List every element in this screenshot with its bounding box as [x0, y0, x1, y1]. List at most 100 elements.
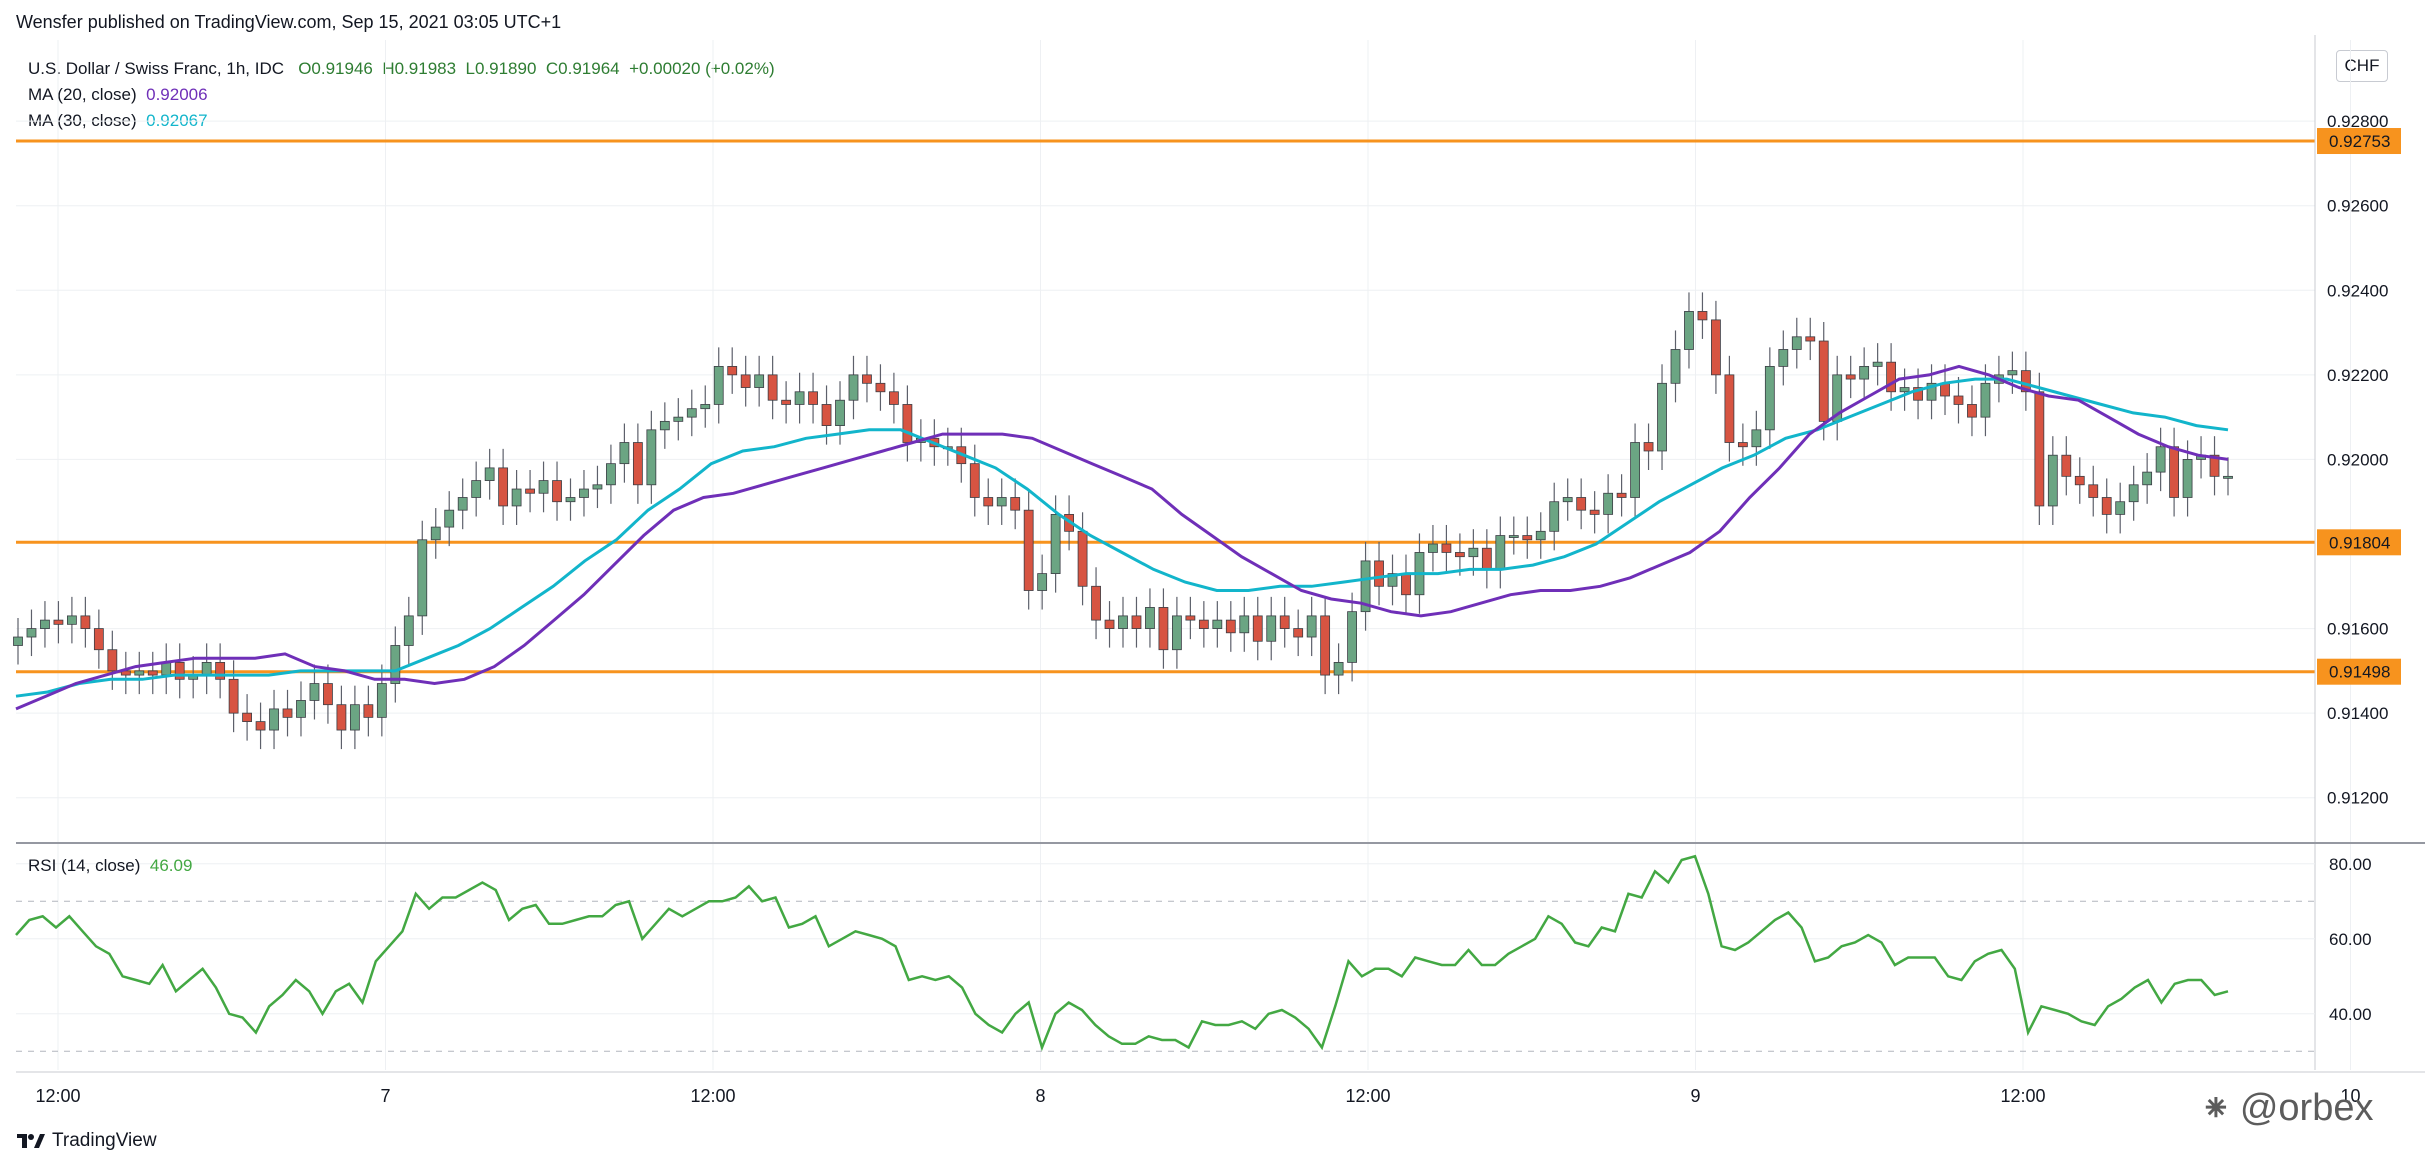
candle-body [1185, 615, 1196, 621]
candle-body [1764, 365, 1775, 431]
candle-body [1589, 509, 1600, 515]
level-label: 0.91498 [2329, 663, 2390, 682]
candle-body [1266, 615, 1277, 642]
x-tick-label: 12:00 [690, 1086, 735, 1106]
candle-body [282, 708, 293, 718]
candle-body [417, 539, 428, 617]
level-tag [2317, 128, 2401, 155]
orbex-icon: ⁕ [2200, 1088, 2232, 1130]
candle-body [1212, 619, 1223, 629]
candle-body [1145, 607, 1155, 629]
candle-body [2007, 370, 2018, 376]
candle-body [390, 645, 401, 684]
candle-body [107, 649, 118, 672]
x-tick-label: 12:00 [1345, 1086, 1390, 1106]
candle-body [1306, 615, 1317, 638]
candle-body [1522, 535, 1533, 541]
candle-body [767, 374, 778, 401]
candle-body [1791, 336, 1802, 350]
symbol-name[interactable]: U.S. Dollar / Swiss Franc, 1h, IDC [28, 59, 285, 78]
candle-body [93, 628, 104, 651]
x-tick-label: 9 [1690, 1086, 1700, 1106]
candle-body [403, 615, 414, 646]
candle-body [1711, 319, 1721, 376]
candle-body [430, 526, 441, 541]
candle-body [1724, 374, 1735, 443]
tradingview-icon [17, 1134, 45, 1148]
candle-body [1158, 607, 1169, 651]
candle-body [1549, 501, 1560, 532]
candle-body [592, 484, 603, 490]
y-tick-label: 0.91400 [2327, 704, 2388, 723]
candle-body [201, 662, 212, 676]
candle-body [1198, 619, 1209, 629]
candle-body [606, 463, 616, 486]
orbex-watermark: ⁕ @orbex [2200, 1086, 2373, 1131]
rsi-pane: 80.00 60.00 40.00 [15, 855, 2372, 1052]
candle-body [1899, 387, 1910, 393]
candle-body [1050, 514, 1061, 575]
candle-body [349, 704, 360, 731]
rsi-legend[interactable]: RSI (14, close) 46.09 [28, 856, 192, 876]
candle-body [1293, 628, 1304, 638]
candle-body [363, 704, 374, 718]
candle-body [1603, 492, 1614, 515]
candle-body [1037, 573, 1048, 591]
candle-body [835, 399, 845, 427]
candle-body [1468, 547, 1479, 558]
candle-body [686, 408, 697, 418]
candle-body [1010, 497, 1021, 511]
candle-body [1104, 619, 1115, 629]
candle-body [26, 628, 37, 638]
publisher-header: Wensfer published on TradingView.com, Se… [16, 12, 562, 32]
candle-body [1953, 395, 1964, 405]
candle-body [1441, 543, 1452, 553]
candle-body [1630, 442, 1640, 498]
level-tag [2317, 658, 2401, 685]
candle-body [134, 670, 145, 676]
candle-body [632, 442, 643, 486]
candle-body [228, 678, 239, 714]
candle-body [40, 619, 50, 629]
tradingview-brand: TradingView [52, 1130, 157, 1151]
candle-body [808, 391, 818, 405]
candle-body [889, 391, 899, 405]
ma30-row[interactable]: MA (30, close) 0.92067 [28, 108, 775, 134]
x-tick-label: 12:00 [35, 1086, 80, 1106]
candle-body [147, 670, 158, 676]
level-tag [2317, 529, 2401, 556]
candle-body [1643, 442, 1654, 452]
chart-grid [16, 40, 2351, 1070]
ma20-row[interactable]: MA (20, close) 0.92006 [28, 82, 775, 108]
x-tick-label: 10 [2340, 1086, 2360, 1106]
candle-body [1751, 429, 1762, 448]
candle-body [875, 382, 886, 393]
candle-body [1805, 336, 1816, 342]
candle-body [1495, 535, 1506, 570]
rsi-tick-label: 80.00 [2329, 855, 2372, 874]
candle-body [552, 480, 562, 503]
candle-body [53, 619, 64, 625]
candle-body [255, 721, 266, 731]
currency-button[interactable]: CHF [2336, 50, 2388, 82]
candle-body [242, 712, 252, 723]
symbol-legend: U.S. Dollar / Swiss Franc, 1h, IDC O0.91… [28, 56, 775, 134]
ohlc-close: C0.91964 [545, 59, 620, 78]
y-tick-label: 0.91200 [2327, 789, 2388, 808]
candle-body [1360, 560, 1371, 613]
candle-body [1023, 509, 1034, 591]
candle-body [1225, 619, 1236, 634]
candle-body [969, 463, 980, 498]
x-tick-label: 7 [380, 1086, 390, 1106]
candle-body [1091, 585, 1101, 621]
rsi-label: RSI (14, close) [28, 856, 141, 875]
candle-body [2088, 484, 2099, 498]
candle-body [1347, 611, 1357, 663]
candle-body [2101, 497, 2112, 515]
candle-body [2128, 484, 2139, 503]
candle-body [1374, 560, 1384, 587]
candle-body [713, 365, 724, 405]
tradingview-logo[interactable]: TradingView [16, 1130, 157, 1152]
y-tick-label: 0.92000 [2327, 450, 2388, 469]
